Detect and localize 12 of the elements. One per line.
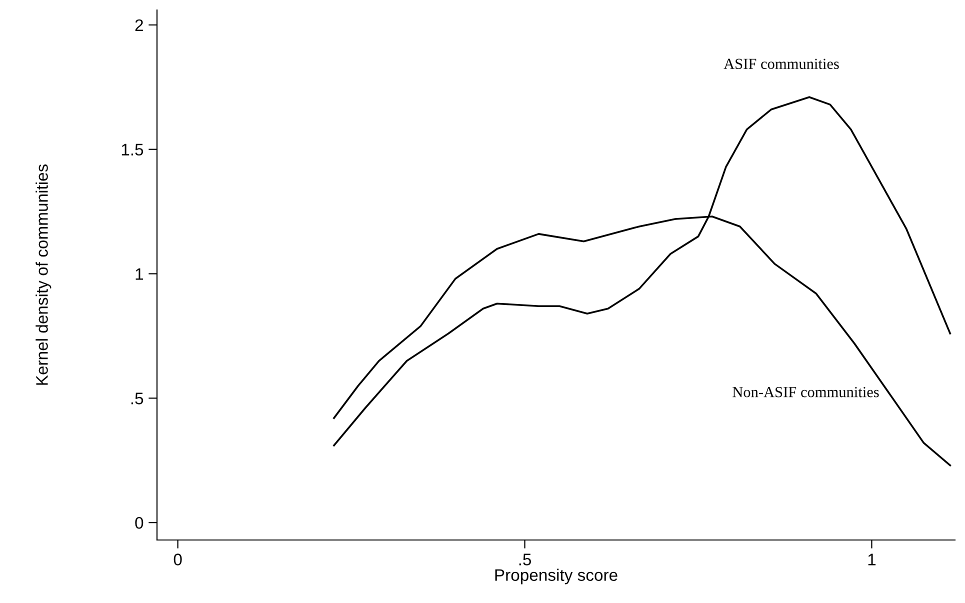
series-label: Non-ASIF communities	[732, 386, 879, 398]
y-tick-label: 1	[136, 268, 143, 280]
y-tick-label: 0	[135, 516, 144, 529]
y-axis-title: Kernel density of communities	[36, 164, 52, 385]
y-tick-label: .5	[131, 392, 144, 404]
x-axis-title: Propensity score	[495, 568, 618, 584]
x-tick-label: 1	[868, 554, 876, 566]
text: ASIF communities	[724, 58, 839, 69]
x-tick-label: .5	[519, 554, 532, 566]
y-tick-label: 2	[135, 19, 143, 31]
x-tick-label: 0	[174, 554, 182, 566]
y-tick-label: 1.5	[122, 144, 144, 156]
